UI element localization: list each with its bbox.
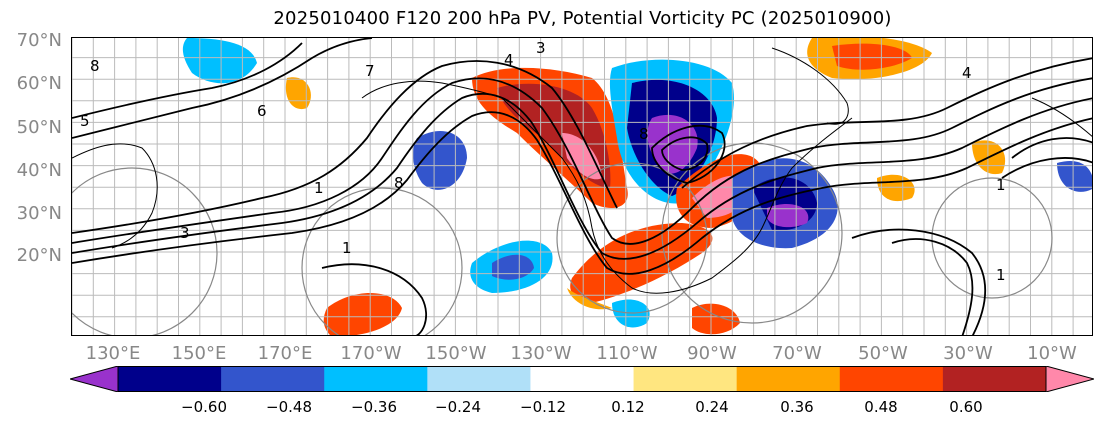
colorbar-tick-label: 0.60 [949, 398, 983, 416]
colorbar-segment [221, 366, 325, 392]
contour-label: 4 [504, 51, 514, 69]
lat-label: 70°N [16, 30, 62, 51]
colorbar-extend-high [1045, 366, 1094, 392]
colorbar-tick-label: −0.24 [435, 398, 481, 416]
contour-line [891, 238, 974, 335]
pv-contours [72, 38, 1092, 335]
contour-line [72, 42, 303, 119]
anomaly-positive-southus [570, 223, 713, 303]
colorbar-tick-label: 0.48 [864, 398, 898, 416]
map-title: 2025010400 F120 200 hPa PV, Potential Vo… [273, 8, 892, 29]
colorbar-tick-label: 0.36 [780, 398, 814, 416]
colorbar-segment [530, 366, 635, 392]
contour-label: 3 [180, 224, 190, 242]
reference-circle [301, 187, 463, 335]
lat-label: 20°N [16, 245, 62, 266]
contour-label: 3 [536, 39, 546, 57]
colorbar-segment [324, 366, 428, 392]
contour-label: 5 [80, 112, 90, 130]
map-panel: 3 4 8 7 6 5 3 8 1 1 1 4 1 8 [71, 37, 1093, 336]
colorbar-segment [839, 366, 944, 392]
graticule [72, 38, 1092, 335]
lat-label: 40°N [16, 160, 62, 181]
colorbar-segment [942, 366, 1047, 392]
coastline-alaska [361, 80, 503, 99]
lon-label: 170°E [257, 343, 313, 364]
anomaly-negative-watlantic-peak [767, 203, 809, 228]
contour-line [72, 111, 1092, 275]
contour-line [72, 38, 373, 139]
contour-line [1001, 157, 1092, 179]
anomaly-positive-natlantic-core [832, 43, 912, 70]
colorbar [70, 366, 1094, 392]
colorbar-segment [427, 366, 531, 392]
lon-label: 30°W [943, 343, 993, 364]
contour-label: 8 [639, 125, 649, 143]
colorbar-tick-label: 0.24 [695, 398, 729, 416]
lon-label: 70°W [772, 343, 822, 364]
colorbar-tick-label: −0.36 [351, 398, 397, 416]
colorbar-tick-label: −0.60 [181, 398, 227, 416]
reference-circle [556, 162, 708, 314]
contour-line [851, 228, 987, 335]
anomaly-negative-gulfalaska [412, 130, 467, 190]
colorbar-segment [118, 366, 222, 392]
contour-line [1011, 137, 1092, 159]
colorbar-tick-label: −0.48 [266, 398, 312, 416]
contour-line [681, 57, 1092, 189]
lon-label: 110°W [596, 343, 658, 364]
colorbar-extend-low [70, 366, 119, 392]
lat-label: 60°N [16, 73, 62, 94]
coastline-europe [1031, 97, 1092, 137]
contour-label: 7 [365, 62, 375, 80]
anomaly-negative-east [1057, 161, 1092, 192]
anomaly-positive-southus-edge [567, 288, 612, 310]
anomaly-positive-nepacific-peak [562, 133, 602, 180]
lon-label: 150°W [425, 343, 487, 364]
contour-line [72, 92, 1092, 260]
contour-line [72, 77, 1092, 245]
lon-label: 10°W [1027, 343, 1077, 364]
anomaly-positive-caribbean [692, 303, 740, 335]
contour-label: 8 [394, 174, 404, 192]
reference-circle [72, 167, 218, 335]
lon-label: 170°W [340, 343, 402, 364]
lon-label: 130°W [510, 343, 572, 364]
anomaly-positive-pacific-south [323, 293, 402, 335]
contour-label: 6 [257, 102, 267, 120]
colorbar-tick-label: 0.12 [611, 398, 645, 416]
anomaly-positive-east [877, 174, 915, 202]
lon-label: 50°W [858, 343, 908, 364]
colorbar-tick-label: −0.12 [520, 398, 566, 416]
colorbar-segment [736, 366, 841, 392]
contour-labels: 3 4 8 7 6 5 3 8 1 1 1 4 1 8 [80, 39, 1006, 284]
contour-label: 8 [90, 57, 100, 75]
contour-line [321, 263, 427, 335]
map-svg: 3 4 8 7 6 5 3 8 1 1 1 4 1 8 [72, 38, 1092, 335]
contour-label: 1 [996, 176, 1006, 194]
coastline-asia [72, 143, 158, 249]
anomaly-negative-nwpacific [182, 38, 257, 84]
reference-circle [931, 177, 1053, 299]
lon-label: 90°W [687, 343, 737, 364]
contour-label: 1 [314, 179, 324, 197]
contour-line [72, 60, 618, 234]
contour-label: 4 [962, 64, 972, 82]
colorbar-segment [633, 366, 738, 392]
anomaly-positive-pacific-small [285, 77, 311, 110]
lon-label: 150°E [171, 343, 227, 364]
contour-line [661, 136, 709, 171]
contour-line [651, 124, 726, 184]
lat-label: 30°N [16, 203, 62, 224]
lon-label: 130°E [85, 343, 141, 364]
contour-label: 1 [342, 239, 352, 257]
lat-label: 50°N [16, 117, 62, 138]
colorbar-frame [117, 366, 1047, 392]
contour-label: 1 [996, 266, 1006, 284]
